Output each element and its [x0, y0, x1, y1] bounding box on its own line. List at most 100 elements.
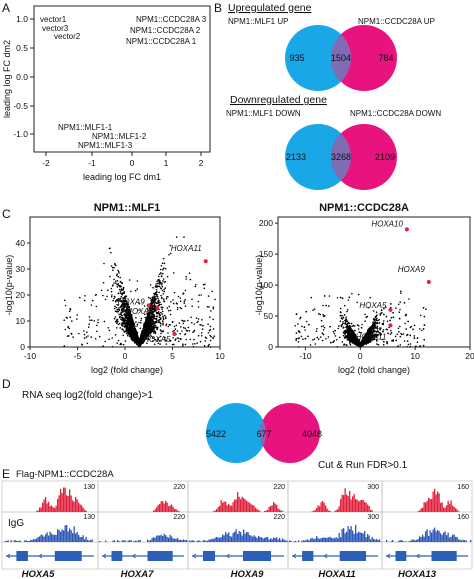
data-point — [161, 310, 164, 313]
data-point — [66, 335, 69, 338]
data-point — [122, 334, 124, 337]
data-point — [376, 328, 379, 330]
data-point — [339, 336, 341, 339]
data-point — [155, 289, 158, 291]
venn-down-title: Downregulated gene — [230, 94, 327, 106]
data-point — [91, 299, 94, 302]
data-point — [154, 291, 157, 294]
volcano-ccdc28a-title: NPM1::CCDC28A — [319, 202, 409, 214]
data-point — [63, 345, 66, 347]
data-point — [161, 272, 164, 275]
data-point — [128, 331, 131, 334]
point-label-ccdc28a-2: NPM1::CCDC28A 2 — [130, 26, 201, 35]
data-point — [88, 316, 91, 318]
data-point — [328, 295, 331, 297]
data-point — [160, 294, 162, 297]
data-point — [176, 306, 179, 309]
data-point — [146, 316, 148, 319]
data-point — [172, 337, 174, 339]
data-point — [376, 314, 378, 317]
data-point — [132, 319, 134, 322]
data-point — [114, 305, 116, 308]
data-point — [390, 330, 392, 332]
data-point — [192, 345, 195, 348]
data-point — [346, 327, 349, 330]
data-point — [155, 295, 157, 298]
data-point — [127, 323, 129, 325]
panel-letter-c: C — [2, 207, 11, 221]
data-point — [164, 339, 167, 341]
data-point — [403, 302, 406, 304]
data-point — [117, 292, 120, 295]
data-point — [136, 338, 138, 341]
data-point — [96, 324, 98, 327]
data-point — [187, 326, 190, 329]
data-point — [409, 334, 412, 337]
data-point — [159, 280, 161, 282]
data-point — [147, 313, 149, 316]
data-point — [170, 252, 172, 255]
data-point — [156, 311, 158, 314]
data-point — [155, 283, 157, 285]
venn-up-left-label: NPM1::MLF1 UP — [228, 17, 288, 26]
data-point — [108, 338, 110, 341]
data-point — [385, 306, 387, 309]
data-point — [158, 303, 161, 306]
data-point — [169, 313, 172, 316]
data-point — [110, 251, 112, 254]
data-point — [120, 343, 123, 346]
panel-b-venn-up: Upregulated gene NPM1::MLF1 UP NPM1::CCD… — [228, 2, 435, 91]
data-point — [95, 293, 97, 296]
data-point — [155, 302, 157, 304]
data-point — [102, 294, 104, 297]
data-point — [124, 295, 127, 298]
data-point — [151, 304, 153, 307]
venn-down-right-label: NPM1::CCDC28A DOWN — [350, 109, 441, 118]
data-point — [178, 322, 181, 324]
data-point — [156, 340, 159, 342]
data-point — [397, 327, 400, 330]
data-point — [347, 299, 350, 301]
data-point — [342, 326, 345, 329]
data-point — [144, 337, 146, 340]
data-point — [134, 289, 137, 292]
data-point — [131, 321, 133, 323]
data-point — [121, 308, 123, 311]
data-point — [152, 330, 154, 333]
data-point — [183, 236, 185, 238]
data-point — [297, 346, 300, 348]
data-point — [130, 319, 133, 322]
data-point — [130, 290, 132, 293]
data-point — [125, 306, 128, 309]
data-point — [209, 334, 211, 337]
data-point — [159, 272, 162, 274]
data-point — [102, 281, 105, 284]
data-point — [63, 299, 66, 302]
data-point — [184, 327, 186, 330]
data-point — [113, 295, 116, 298]
data-point — [133, 336, 136, 338]
data-point — [118, 322, 121, 325]
data-point — [396, 333, 399, 336]
data-point — [146, 334, 148, 336]
data-point — [148, 312, 150, 315]
x-tick-label: -10 — [24, 351, 37, 361]
data-point — [94, 338, 97, 340]
data-point — [419, 328, 421, 330]
data-point — [153, 321, 156, 324]
data-point — [114, 310, 117, 313]
data-point — [125, 314, 128, 317]
data-point — [76, 318, 78, 320]
data-point — [180, 307, 183, 310]
data-point — [194, 285, 197, 288]
data-point — [165, 317, 167, 320]
data-point — [110, 290, 113, 293]
data-point — [162, 315, 164, 318]
data-point — [386, 320, 389, 323]
data-point — [327, 336, 330, 338]
data-point — [160, 265, 163, 267]
data-point — [167, 295, 169, 298]
data-point — [143, 325, 146, 328]
data-point — [90, 304, 93, 306]
data-point — [197, 334, 200, 337]
